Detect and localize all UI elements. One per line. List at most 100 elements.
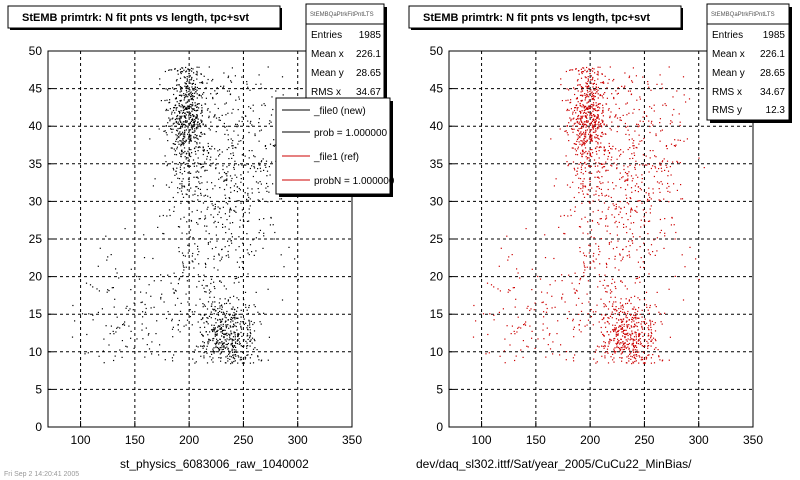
left-scatter-point: [105, 235, 107, 237]
right-scatter-point: [641, 309, 643, 311]
left-scatter-point: [205, 348, 208, 350]
right-scatter-point: [596, 186, 598, 188]
left-scatter-point: [188, 180, 190, 183]
right-scatter-point: [576, 138, 579, 140]
left-scatter-point: [214, 328, 216, 330]
left-scatter-point: [179, 152, 181, 154]
right-scatter-point: [594, 131, 596, 133]
right-scatter-point: [573, 196, 575, 199]
right-scatter-point: [626, 232, 628, 234]
left-scatter-point: [197, 199, 199, 201]
right-scatter-point: [668, 201, 670, 203]
right-scatter-point: [652, 165, 654, 167]
right-scatter-point: [587, 189, 589, 191]
right-scatter-point: [627, 178, 629, 180]
left-scatter-point: [185, 125, 187, 127]
left-scatter-point: [112, 287, 114, 289]
right-scatter-point: [597, 123, 599, 125]
right-scatter-point: [582, 173, 584, 175]
right-scatter-point: [591, 134, 593, 136]
right-scatter-point: [624, 285, 626, 287]
right-scatter-point: [603, 303, 605, 305]
right-scatter-point: [595, 92, 597, 94]
right-scatter-point: [616, 345, 618, 347]
right-scatter-point: [611, 93, 613, 95]
right-scatter-point: [631, 81, 634, 83]
left-scatter-point: [201, 120, 203, 122]
left-scatter-point: [208, 292, 211, 294]
left-scatter-point: [169, 99, 171, 101]
left-scatter-point: [228, 215, 231, 217]
right-scatter-point: [634, 349, 636, 351]
left-scatter-point: [189, 136, 191, 138]
right-scatter-point: [593, 358, 595, 360]
left-scatter-point: [202, 279, 205, 281]
right-scatter-point: [613, 328, 615, 331]
left-scatter-point: [192, 115, 194, 118]
right-scatter-point: [618, 221, 620, 223]
right-scatter-point: [593, 68, 595, 70]
right-scatter-point: [577, 135, 579, 137]
right-scatter-point: [473, 304, 475, 307]
left-scatter-point: [199, 123, 201, 125]
right-scatter-point: [569, 117, 571, 119]
left-scatter-point: [184, 105, 186, 107]
right-scatter-point: [628, 299, 630, 301]
right-scatter-point: [634, 323, 636, 326]
right-scatter-point: [580, 112, 582, 114]
left-scatter-point: [186, 108, 188, 110]
left-scatter-point: [235, 313, 237, 315]
left-scatter-point: [165, 132, 167, 134]
left-scatter-point: [185, 107, 188, 110]
left-y-tick-label: 30: [29, 194, 43, 208]
right-scatter-point: [592, 311, 594, 313]
right-scatter-point: [622, 341, 624, 343]
left-stats-label-entries: Entries: [311, 30, 342, 41]
left-scatter-point: [206, 352, 208, 354]
left-scatter-point: [190, 155, 192, 158]
right-scatter-point: [600, 123, 602, 125]
left-scatter-point: [201, 104, 203, 106]
left-scatter-point: [193, 121, 195, 123]
left-scatter-point: [268, 191, 270, 193]
left-scatter-point: [190, 98, 192, 100]
right-scatter-point: [584, 133, 586, 135]
left-scatter-point: [179, 162, 181, 164]
right-scatter-point: [636, 355, 638, 357]
left-scatter-point: [220, 177, 222, 179]
right-scatter-point: [585, 132, 587, 134]
left-scatter-point: [231, 242, 233, 244]
right-scatter-point: [539, 278, 542, 280]
left-scatter-point: [126, 305, 128, 307]
right-scatter-point: [579, 143, 581, 145]
left-scatter-point: [189, 140, 191, 142]
left-scatter-point: [258, 140, 260, 142]
left-scatter-point: [220, 347, 222, 349]
left-scatter-point: [177, 324, 179, 326]
left-scatter-point: [249, 340, 251, 342]
right-scatter-point: [600, 188, 602, 190]
right-scatter-point: [588, 85, 590, 87]
right-scatter-point: [610, 339, 612, 341]
left-scatter-point: [172, 336, 174, 338]
left-scatter-point: [218, 302, 220, 304]
left-scatter-point: [189, 75, 191, 77]
left-scatter-point: [186, 105, 189, 107]
left-scatter-point: [179, 117, 181, 119]
left-scatter-point: [232, 317, 234, 319]
left-scatter-point: [226, 332, 228, 334]
right-scatter-point: [603, 93, 605, 95]
left-scatter-point: [180, 71, 182, 73]
left-scatter-point: [253, 165, 255, 168]
left-scatter-point: [195, 146, 197, 148]
left-scatter-point: [227, 171, 229, 173]
left-scatter-point: [213, 296, 215, 298]
right-scatter-point: [594, 89, 596, 91]
right-scatter-point: [573, 336, 575, 338]
right-scatter-point: [649, 196, 651, 198]
right-scatter-point: [663, 158, 665, 160]
left-scatter-point: [212, 301, 214, 303]
left-scatter-point: [187, 101, 189, 103]
right-scatter-point: [593, 237, 595, 239]
left-scatter-point: [179, 188, 181, 190]
